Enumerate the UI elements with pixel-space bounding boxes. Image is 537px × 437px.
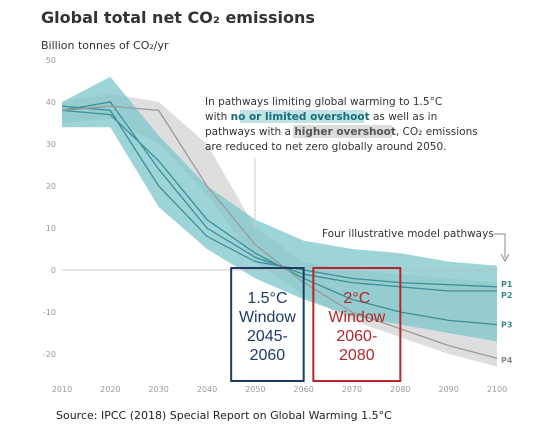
- annotation-line-3-pre: pathways with a: [205, 126, 294, 138]
- window-label: Window: [239, 309, 296, 326]
- annotation-line-2: with no or limited overshoot as well as …: [205, 111, 437, 123]
- x-tick-label: 2050: [245, 385, 265, 394]
- y-tick-label: 40: [46, 98, 56, 107]
- source-note: Source: IPCC (2018) Special Report on Gl…: [56, 409, 392, 422]
- window-label: 2060: [250, 347, 286, 364]
- pathway-label-p4: P4: [501, 356, 513, 365]
- band-no-overshoot: [62, 76, 497, 342]
- y-tick-label: 50: [46, 56, 56, 65]
- annotation-line-3-post: , CO₂ emissions: [396, 126, 478, 138]
- window-label: 1.5°C: [247, 290, 287, 307]
- y-axis-label: Billion tonnes of CO₂/yr: [41, 39, 169, 52]
- y-tick-label: 30: [46, 140, 56, 149]
- x-tick-label: 2090: [438, 385, 458, 394]
- pathways-label-group: Four illustrative model pathways: [322, 228, 510, 263]
- y-tick-label: 10: [46, 224, 56, 233]
- y-tick-labels: 50 40 30 20 10 0 -10 -20: [43, 56, 56, 359]
- annotation-line-2-pre: with: [205, 111, 231, 123]
- pathways-label: Four illustrative model pathways: [322, 228, 494, 240]
- annotation-no-overshoot: no or limited overshoot: [231, 111, 370, 123]
- window-label: 2060-: [336, 328, 377, 345]
- x-tick-label: 2080: [390, 385, 410, 394]
- pathway-bands: [62, 76, 497, 367]
- highlight-higher-overshoot: [293, 125, 392, 138]
- pathway-lines: [61, 101, 498, 359]
- window-label: 2080: [339, 347, 375, 364]
- x-tick-label: 2010: [52, 385, 72, 394]
- y-tick-label: -10: [43, 308, 56, 317]
- pathway-label-p2: P2: [501, 291, 512, 300]
- annotation-higher-overshoot: higher overshoot: [294, 126, 396, 138]
- window-label: Window: [328, 309, 385, 326]
- window-box-1: [230, 267, 305, 382]
- x-tick-label: 2100: [487, 385, 507, 394]
- window-box-2: [312, 267, 402, 382]
- x-tick-label: 2060: [293, 385, 313, 394]
- pathway-label-p3: P3: [501, 321, 512, 330]
- annotation-line-3: pathways with a higher overshoot, CO₂ em…: [205, 126, 478, 138]
- pathways-arrow-line: [494, 233, 506, 258]
- pathway-label-p1: P1: [501, 280, 513, 289]
- annotation-line-1: In pathways limiting global warming to 1…: [205, 96, 442, 108]
- annotation-line-2-post: as well as in: [370, 111, 438, 123]
- window-label: 2045-: [247, 328, 288, 345]
- pathways-arrow-head: [500, 253, 510, 263]
- x-tick-label: 2030: [148, 385, 168, 394]
- series-line-p3: [61, 109, 498, 326]
- highlight-no-overshoot: [240, 110, 364, 123]
- window-boxes: 1.5°C Window 2045- 2060 2°C Window 2060- 2080: [230, 267, 402, 382]
- annotation-line-4: are reduced to net zero globally around …: [205, 141, 447, 153]
- series-line-p4: [61, 105, 498, 359]
- x-tick-labels: 2010 2020 2030 2040 2050 2060 2070 2080 2090 2100: [52, 385, 507, 394]
- window-label: 2°C: [343, 290, 370, 307]
- x-tick-label: 2020: [100, 385, 120, 394]
- y-tick-label: -20: [43, 350, 56, 359]
- y-tick-label: 20: [46, 182, 56, 191]
- y-tick-label: 0: [51, 266, 56, 275]
- chart-title: Global total net CO₂ emissions: [41, 8, 315, 27]
- x-tick-label: 2040: [197, 385, 217, 394]
- pathway-end-labels: P1 P2 P3 P4: [501, 280, 513, 365]
- x-tick-label: 2070: [342, 385, 362, 394]
- annotation-text: In pathways limiting global warming to 1…: [205, 96, 478, 230]
- emissions-chart: Global total net CO₂ emissions Billion t…: [41, 8, 513, 394]
